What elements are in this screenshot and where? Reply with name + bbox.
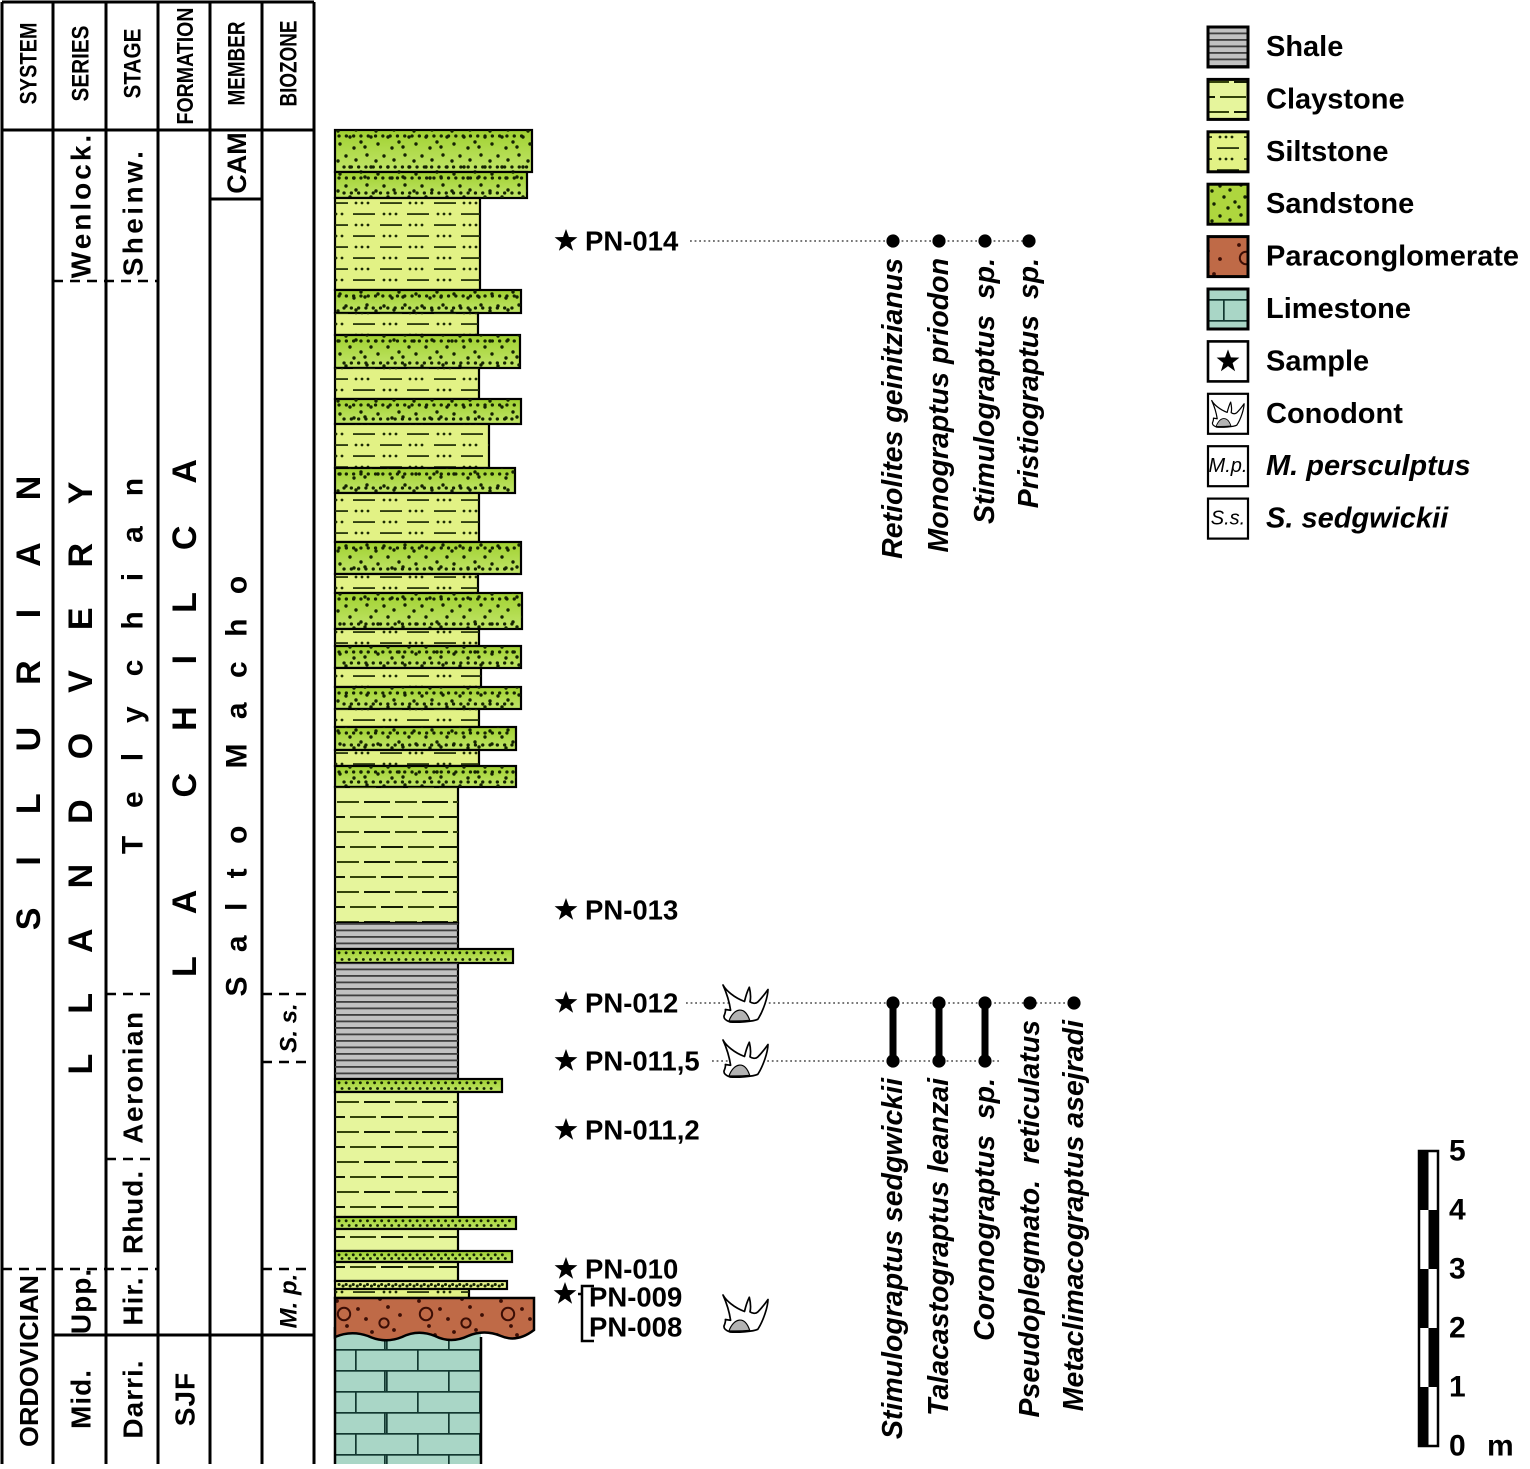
svg-text:LA CHILCA: LA CHILCA (166, 417, 204, 977)
svg-text:2: 2 (1449, 1312, 1466, 1345)
svg-text:5: 5 (1449, 1135, 1466, 1168)
svg-text:PN-014: PN-014 (585, 226, 679, 257)
svg-text:MEMBER: MEMBER (224, 22, 251, 106)
svg-text:Claystone: Claystone (1266, 83, 1405, 115)
svg-text:PN-008: PN-008 (589, 1312, 682, 1343)
svg-text:FORMATION: FORMATION (172, 8, 198, 125)
svg-text:Wenlock.: Wenlock. (66, 132, 97, 278)
svg-text:4: 4 (1449, 1194, 1466, 1227)
svg-text:Metaclimacograptus asejradi: Metaclimacograptus asejradi (1058, 1019, 1090, 1411)
svg-text:M.p.: M.p. (1209, 455, 1248, 477)
svg-text:S. s.: S. s. (276, 1003, 303, 1052)
svg-text:PN-010: PN-010 (585, 1254, 678, 1285)
svg-text:LLANDOVERY: LLANDOVERY (62, 442, 100, 1075)
svg-text:Sandstone: Sandstone (1266, 188, 1414, 220)
svg-text:Stimulograptus sp.: Stimulograptus sp. (969, 258, 1001, 524)
svg-text:S.s.: S.s. (1211, 508, 1245, 530)
svg-text:Rhud.: Rhud. (118, 1170, 149, 1254)
svg-text:Pristiograptus sp.: Pristiograptus sp. (1013, 258, 1045, 508)
svg-text:SILURIAN: SILURIAN (10, 434, 48, 931)
svg-text:SJF: SJF (170, 1372, 201, 1426)
svg-text:PN-009: PN-009 (589, 1282, 682, 1313)
svg-text:Shale: Shale (1266, 31, 1343, 63)
svg-text:m: m (1487, 1430, 1514, 1463)
svg-text:SERIES: SERIES (68, 26, 95, 102)
svg-text:BIOZONE: BIOZONE (276, 21, 303, 107)
svg-text:0: 0 (1449, 1430, 1466, 1463)
svg-text:Telychian: Telychian (117, 448, 150, 854)
svg-text:3: 3 (1449, 1253, 1466, 1286)
svg-text:Monograptus priodon: Monograptus priodon (923, 258, 955, 552)
svg-text:Salto Macho: Salto Macho (221, 551, 254, 996)
svg-text:PN-011,5: PN-011,5 (585, 1046, 700, 1077)
svg-text:CAM: CAM (222, 132, 252, 194)
svg-text:PN-011,2: PN-011,2 (585, 1115, 700, 1146)
svg-text:Limestone: Limestone (1266, 293, 1411, 325)
svg-text:Stimulograptus sedgwickii: Stimulograptus sedgwickii (877, 1077, 909, 1439)
svg-text:M. p.: M. p. (276, 1274, 303, 1329)
svg-text:SYSTEM: SYSTEM (16, 23, 43, 105)
svg-text:PN-012: PN-012 (585, 988, 678, 1019)
svg-text:S. sedgwickii: S. sedgwickii (1266, 503, 1449, 535)
svg-text:Sample: Sample (1266, 345, 1369, 377)
svg-text:1: 1 (1449, 1371, 1466, 1404)
svg-text:Upp.: Upp. (66, 1268, 97, 1334)
svg-text:Darri.: Darri. (118, 1359, 149, 1438)
svg-text:Sheinw.: Sheinw. (118, 148, 149, 277)
svg-text:Conodont: Conodont (1266, 398, 1403, 430)
svg-text:Retiolites geinitzianus: Retiolites geinitzianus (877, 258, 909, 559)
svg-text:Siltstone: Siltstone (1266, 136, 1388, 168)
svg-text:Paraconglomerate: Paraconglomerate (1266, 241, 1519, 273)
svg-text:Talacastograptus leanzai: Talacastograptus leanzai (923, 1077, 955, 1416)
svg-text:PN-013: PN-013 (585, 895, 678, 926)
svg-text:M. persculptus: M. persculptus (1266, 450, 1471, 482)
svg-text:Hir.: Hir. (118, 1276, 149, 1325)
svg-text:Coronograptus sp.: Coronograptus sp. (969, 1078, 1001, 1341)
svg-text:ORDOVICIAN: ORDOVICIAN (14, 1275, 44, 1447)
svg-text:Aeronian: Aeronian (118, 1010, 149, 1143)
svg-text:STAGE: STAGE (120, 29, 147, 99)
svg-text:Pseudoplegmato. reticulatus: Pseudoplegmato. reticulatus (1014, 1020, 1046, 1418)
svg-text:Mid.: Mid. (66, 1369, 97, 1429)
